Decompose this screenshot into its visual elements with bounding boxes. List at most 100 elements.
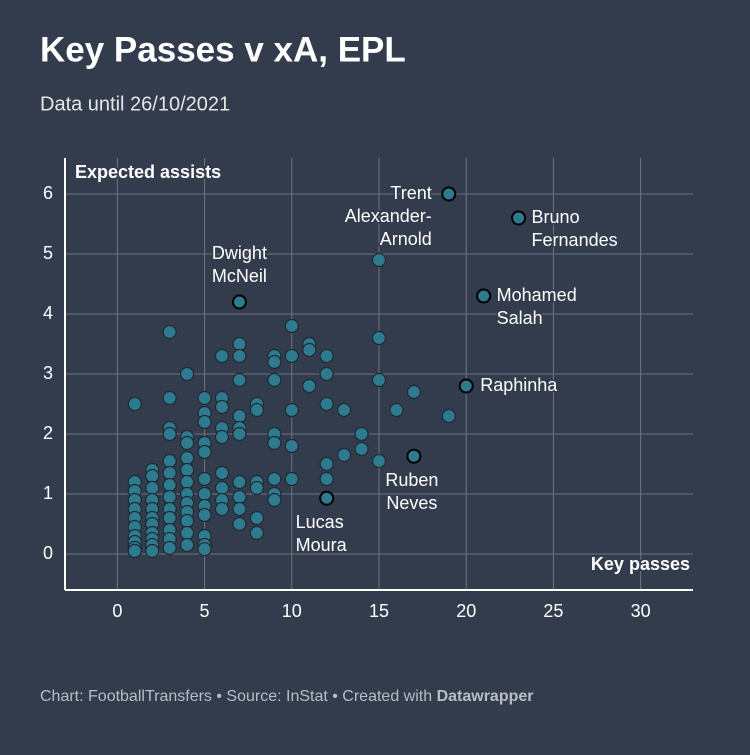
point	[249, 525, 264, 541]
y-tick-label: 1	[43, 483, 53, 503]
x-tick-label: 30	[631, 601, 651, 621]
point	[354, 426, 369, 442]
point	[319, 348, 334, 364]
point	[180, 462, 195, 478]
point	[232, 348, 247, 364]
highlighted-point	[441, 186, 457, 202]
point	[371, 330, 387, 346]
point	[180, 450, 195, 466]
y-tick-label: 2	[43, 423, 53, 443]
chart-subtitle: Data until 26/10/2021	[40, 93, 230, 115]
footer-brand: Datawrapper	[437, 688, 534, 705]
point	[441, 408, 456, 424]
point	[180, 366, 195, 382]
point	[319, 366, 334, 382]
x-tick-label: 25	[543, 601, 563, 621]
x-tick-label: 5	[200, 601, 210, 621]
point	[302, 378, 317, 394]
point	[371, 372, 387, 388]
point-annotation: Trent	[390, 183, 431, 203]
point	[127, 396, 142, 412]
point	[197, 471, 212, 487]
y-tick-label: 3	[43, 363, 53, 383]
point-annotation: Raphinha	[480, 375, 558, 395]
point	[180, 537, 195, 553]
point	[214, 429, 230, 445]
plot-area: 0 1 2 3 4 5 6 0 5 10 15 20 25 30 Expected assists Key p…	[43, 158, 693, 621]
point	[232, 474, 247, 490]
point	[319, 456, 334, 472]
point	[162, 324, 177, 340]
highlighted-point	[476, 288, 492, 304]
point	[197, 390, 212, 406]
point	[232, 426, 247, 442]
y-axis-label: Expected assists	[75, 162, 221, 182]
point-annotation: Lucas	[296, 512, 344, 532]
point	[354, 441, 369, 457]
point	[145, 480, 160, 496]
point-annotation: Salah	[497, 308, 543, 328]
point	[214, 399, 230, 415]
point	[180, 474, 195, 490]
point	[284, 471, 299, 487]
y-tick-label: 0	[43, 543, 53, 563]
point	[162, 540, 177, 556]
point	[197, 486, 212, 502]
point	[162, 426, 177, 442]
point	[145, 468, 160, 484]
point	[232, 336, 247, 352]
point	[267, 372, 282, 388]
point	[162, 489, 177, 505]
point	[162, 465, 177, 481]
point	[197, 414, 212, 430]
footer: Chart: FootballTransfers • Source: InSta…	[40, 688, 533, 705]
point	[337, 447, 352, 463]
point	[197, 507, 212, 523]
x-tick-label: 0	[112, 601, 122, 621]
y-tick-label: 6	[43, 183, 53, 203]
point	[406, 384, 421, 400]
point	[214, 465, 230, 481]
point	[127, 543, 142, 559]
point-annotation: Bruno	[532, 207, 580, 227]
point	[249, 402, 264, 418]
y-tick-label: 4	[43, 303, 53, 323]
point	[302, 342, 317, 358]
point	[337, 402, 352, 418]
x-tick-label: 20	[456, 601, 476, 621]
x-tick-label: 15	[369, 601, 389, 621]
point	[267, 354, 282, 370]
highlighted-point	[319, 490, 335, 506]
y-tick-label: 5	[43, 243, 53, 263]
point	[232, 408, 247, 424]
point	[284, 438, 299, 454]
point-annotation: Arnold	[380, 229, 432, 249]
point-annotation: Moura	[296, 535, 348, 555]
point-annotation: McNeil	[212, 266, 267, 286]
highlighted-point	[511, 210, 527, 226]
point-annotation: Ruben	[385, 470, 438, 490]
point	[145, 543, 160, 559]
x-axis-label: Key passes	[591, 554, 690, 574]
point	[197, 444, 212, 460]
point	[180, 513, 195, 529]
x-tick-label: 10	[282, 601, 302, 621]
point	[232, 501, 247, 517]
point-annotation: Mohamed	[497, 285, 577, 305]
point-annotation: Alexander-	[345, 206, 432, 226]
point	[162, 510, 177, 526]
footer-text: Chart: FootballTransfers • Source: InSta…	[40, 688, 437, 705]
highlighted-point	[458, 378, 474, 394]
point	[319, 396, 334, 412]
point-annotation: Neves	[386, 493, 437, 513]
chart-title: Key Passes v xA, EPL	[40, 30, 406, 69]
point	[232, 489, 247, 505]
point	[249, 480, 264, 496]
point	[162, 477, 177, 493]
point	[214, 348, 230, 364]
point	[371, 252, 387, 268]
point	[267, 471, 282, 487]
point	[371, 453, 387, 469]
point	[180, 525, 195, 541]
point	[267, 492, 282, 508]
